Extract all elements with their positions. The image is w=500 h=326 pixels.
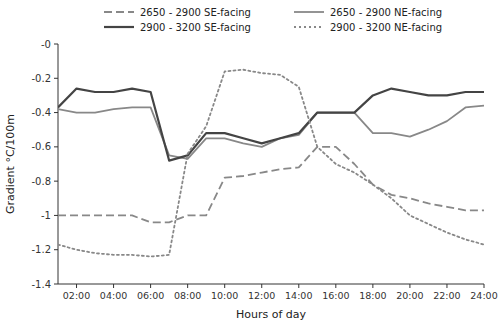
y-axis-line — [58, 44, 59, 284]
legend-swatch — [104, 26, 134, 28]
x-tick — [409, 284, 410, 288]
x-axis-label: Hours of day — [236, 308, 307, 321]
x-tick — [484, 284, 485, 288]
y-tick — [54, 249, 58, 250]
y-tick-label: -0.4 — [31, 107, 51, 118]
y-tick — [54, 146, 58, 147]
x-axis-line — [58, 284, 484, 285]
y-tick-label: -1.4 — [31, 279, 51, 290]
legend: 2650 - 2900 SE-facing 2650 - 2900 NE-faci… — [104, 7, 442, 33]
x-tick — [76, 284, 77, 288]
x-tick-label: 18:00 — [359, 290, 386, 301]
x-tick — [298, 284, 299, 288]
y-tick — [54, 284, 58, 285]
x-tick-label: 04:00 — [100, 290, 127, 301]
legend-label: 2650 - 2900 NE-facing — [330, 7, 442, 18]
series — [58, 70, 484, 257]
axes: -1.4 -1.2 -1 -0.8 -0.6 -0.4 -0.2 -0 02:00 04:00 06… — [31, 39, 497, 302]
series-line — [58, 70, 484, 257]
y-tick — [54, 181, 58, 182]
x-tick-label: 20:00 — [396, 290, 423, 301]
x-tick-label: 08:00 — [174, 290, 201, 301]
x-tick — [187, 284, 188, 288]
chart: -1.4 -1.2 -1 -0.8 -0.6 -0.4 -0.2 -0 02:00 04:00 06… — [0, 0, 500, 326]
y-tick-label: -1 — [41, 210, 51, 221]
legend-label: 2900 - 3200 SE-facing — [140, 22, 251, 33]
y-tick — [54, 112, 58, 113]
x-tick-label: 16:00 — [322, 290, 349, 301]
x-tick-label: 06:00 — [137, 290, 164, 301]
x-tick — [150, 284, 151, 288]
x-tick-label: 10:00 — [211, 290, 238, 301]
x-tick-label: 22:00 — [433, 290, 460, 301]
x-tick — [261, 284, 262, 288]
y-tick — [54, 44, 58, 45]
x-tick — [372, 284, 373, 288]
series-line — [58, 106, 484, 159]
legend-label: 2650 - 2900 SE-facing — [140, 7, 251, 18]
series-line — [58, 89, 484, 161]
x-tick-label: 24:00 — [470, 290, 497, 301]
y-tick — [54, 78, 58, 79]
y-tick-label: -0 — [41, 39, 51, 50]
y-axis-label: Gradient °C/100m — [4, 114, 17, 214]
legend-swatch — [294, 26, 324, 28]
x-tick — [113, 284, 114, 288]
y-tick-label: -1.2 — [31, 244, 51, 255]
legend-label: 2900 - 3200 NE-facing — [330, 22, 442, 33]
x-tick-label: 02:00 — [63, 290, 90, 301]
x-tick-label: 14:00 — [285, 290, 312, 301]
x-tick — [335, 284, 336, 288]
x-tick — [224, 284, 225, 288]
y-tick — [54, 215, 58, 216]
y-tick-label: -0.2 — [31, 73, 51, 84]
x-tick — [446, 284, 447, 288]
series-line — [58, 147, 484, 222]
y-tick-label: -0.8 — [31, 176, 51, 187]
legend-swatch — [294, 11, 324, 13]
y-tick-label: -0.6 — [31, 141, 51, 152]
x-tick-label: 12:00 — [248, 290, 275, 301]
legend-swatch — [104, 11, 134, 13]
